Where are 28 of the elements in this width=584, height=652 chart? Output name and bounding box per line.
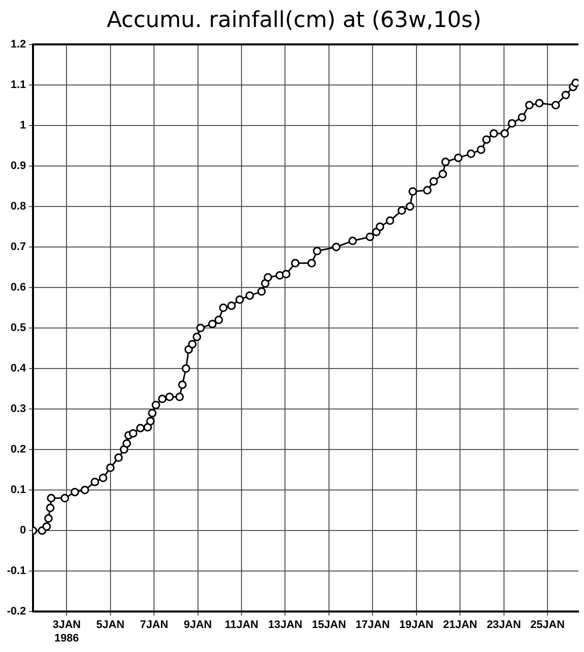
x-tick-label: 25JAN xyxy=(530,619,565,632)
y-tick-label: 1 xyxy=(20,119,26,132)
y-tick-label: 0.9 xyxy=(10,160,26,172)
x-tick-label: 19JAN xyxy=(399,619,434,632)
y-tick-label: 1.1 xyxy=(10,78,26,91)
x-tick-label: 11JAN xyxy=(224,619,258,632)
y-tick-label: 0.5 xyxy=(10,322,26,334)
x-tick-label: 21JAN xyxy=(442,619,478,632)
y-tick-label: 0.7 xyxy=(10,241,26,254)
x-tick-label: 7JAN xyxy=(140,619,168,632)
y-tick-label: 0 xyxy=(20,524,26,537)
y-tick-label: 0.1 xyxy=(10,484,26,496)
x-tick-label: 9JAN xyxy=(184,619,212,632)
x-tick-label: 13JAN xyxy=(268,619,302,632)
y-tick-label: 0.6 xyxy=(10,282,26,294)
y-tick-label: 1.2 xyxy=(10,38,26,50)
x-tick-label: 3JAN 1986 xyxy=(52,619,81,644)
x-tick-label: 23JAN xyxy=(486,619,521,632)
y-tick-label: 0.2 xyxy=(10,444,26,456)
y-tick-label: -0.1 xyxy=(6,565,26,578)
y-tick-label: -0.2 xyxy=(6,606,26,618)
x-tick-label: 17JAN xyxy=(356,619,390,632)
y-tick-label: 0.4 xyxy=(10,362,27,375)
x-tick-label: 15JAN xyxy=(312,619,346,632)
x-tick-label: 5JAN xyxy=(96,619,124,632)
y-tick-label: 0.8 xyxy=(10,200,26,212)
y-tick-label: 0.3 xyxy=(10,403,26,416)
chart-title: Accumu. rainfall(cm) at (63w,10s) xyxy=(106,8,482,33)
